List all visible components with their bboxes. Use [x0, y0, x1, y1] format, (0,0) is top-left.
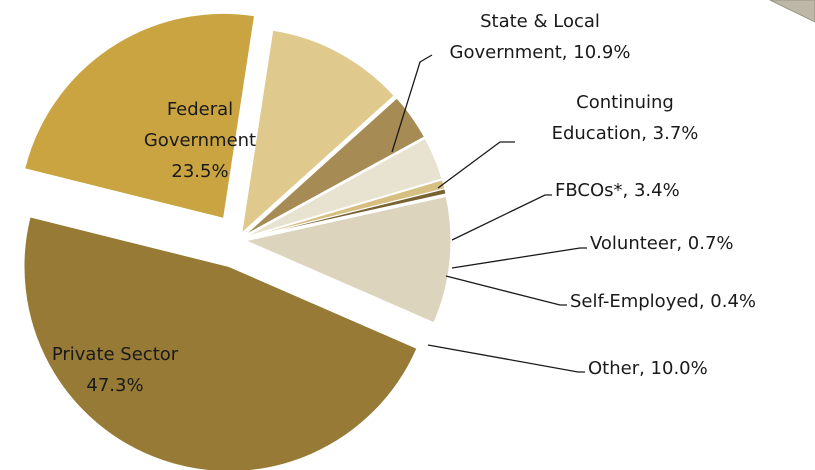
slice-label: Other, 10.0%	[588, 358, 708, 379]
leader-line	[451, 194, 552, 241]
label-line: State & Local	[480, 11, 600, 32]
label-line: FBCOs*, 3.4%	[555, 180, 680, 201]
pie-slice	[245, 137, 443, 238]
label-line: Federal	[167, 99, 233, 120]
slice-label: FBCOs*, 3.4%	[555, 180, 680, 201]
label-line: 23.5%	[171, 161, 228, 182]
pie-slice	[245, 188, 447, 239]
leader-line	[427, 344, 585, 373]
slice-label: Volunteer, 0.7%	[590, 233, 734, 254]
leader-line	[451, 247, 587, 269]
slice-label: Self-Employed, 0.4%	[570, 291, 756, 312]
pie-slice	[23, 216, 418, 470]
label-line: Volunteer, 0.7%	[590, 233, 734, 254]
leader-line	[437, 141, 515, 189]
pie-slice	[241, 29, 395, 235]
label-line: Education, 3.7%	[552, 123, 699, 144]
label-line: Government, 10.9%	[450, 42, 631, 63]
corner-decoration	[769, 0, 815, 23]
label-line: Other, 10.0%	[588, 358, 708, 379]
leader-line	[391, 54, 433, 153]
label-line: 47.3%	[86, 375, 143, 396]
pie-slice	[244, 195, 452, 324]
pie-slice	[24, 12, 256, 219]
label-line: Continuing	[576, 92, 674, 113]
slice-label: State & Local Government, 10.9%	[450, 11, 631, 63]
label-line: Private Sector	[52, 344, 179, 365]
slice-label: Federal Government 23.5%	[144, 99, 256, 182]
label-line: Self-Employed, 0.4%	[570, 291, 756, 312]
slice-label: Continuing Education, 3.7%	[552, 92, 699, 144]
slice-label: Private Sector 47.3%	[52, 344, 179, 396]
leader-line	[445, 275, 567, 306]
pie-slice	[244, 97, 426, 236]
label-line: Government	[144, 130, 256, 151]
